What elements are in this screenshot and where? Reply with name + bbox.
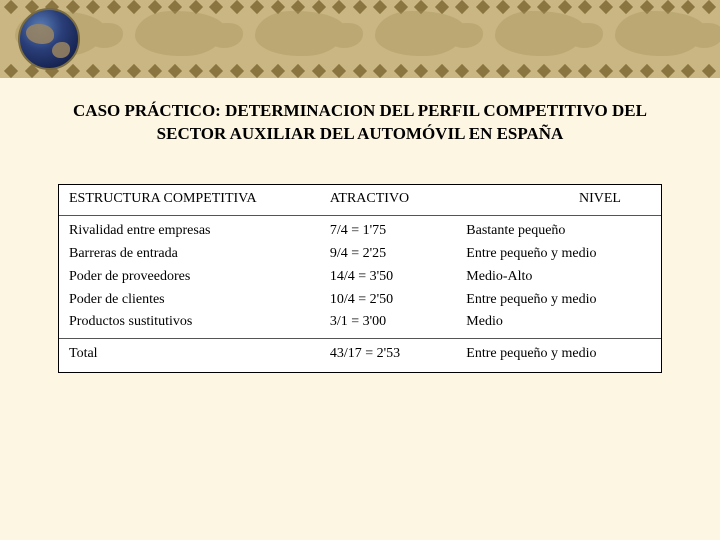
cell-attract: 3/1 = 3'00 xyxy=(312,311,456,338)
cell-attract: 10/4 = 2'50 xyxy=(312,289,456,312)
cell-attract: 14/4 = 3'50 xyxy=(312,266,456,289)
competitive-table: ESTRUCTURA COMPETITIVA ATRACTIVO NIVEL R… xyxy=(58,184,662,373)
cell-level: Medio xyxy=(456,311,661,338)
col-header-level: NIVEL xyxy=(456,185,661,216)
world-map-bg xyxy=(0,6,720,60)
cell-level: Medio-Alto xyxy=(456,266,661,289)
cell-total-label: Total xyxy=(59,339,312,372)
slide-title: CASO PRÁCTICO: DETERMINACION DEL PERFIL … xyxy=(20,100,700,146)
diamond-border-bottom xyxy=(0,64,720,78)
cell-level: Bastante pequeño xyxy=(456,215,661,242)
cell-attract: 9/4 = 2'25 xyxy=(312,243,456,266)
cell-total-attract: 43/17 = 2'53 xyxy=(312,339,456,372)
cell-level: Entre pequeño y medio xyxy=(456,289,661,312)
col-header-attract: ATRACTIVO xyxy=(312,185,456,216)
table-footer-row: Total 43/17 = 2'53 Entre pequeño y medio xyxy=(59,339,661,372)
cell-structure: Poder de clientes xyxy=(59,289,312,312)
cell-attract: 7/4 = 1'75 xyxy=(312,215,456,242)
cell-structure: Rivalidad entre empresas xyxy=(59,215,312,242)
cell-structure: Barreras de entrada xyxy=(59,243,312,266)
table-header-row: ESTRUCTURA COMPETITIVA ATRACTIVO NIVEL xyxy=(59,185,661,216)
title-line-2: SECTOR AUXILIAR DEL AUTOMÓVIL EN ESPAÑA xyxy=(20,123,700,146)
table-row: Poder de proveedores 14/4 = 3'50 Medio-A… xyxy=(59,266,661,289)
globe-icon xyxy=(18,8,80,70)
table-row: Barreras de entrada 9/4 = 2'25 Entre peq… xyxy=(59,243,661,266)
cell-structure: Poder de proveedores xyxy=(59,266,312,289)
table-row: Rivalidad entre empresas 7/4 = 1'75 Bast… xyxy=(59,215,661,242)
cell-total-level: Entre pequeño y medio xyxy=(456,339,661,372)
cell-structure: Productos sustitutivos xyxy=(59,311,312,338)
table-row: Poder de clientes 10/4 = 2'50 Entre pequ… xyxy=(59,289,661,312)
banner-header xyxy=(0,0,720,78)
col-header-structure: ESTRUCTURA COMPETITIVA xyxy=(59,185,312,216)
title-line-1: CASO PRÁCTICO: DETERMINACION DEL PERFIL … xyxy=(20,100,700,123)
table-row: Productos sustitutivos 3/1 = 3'00 Medio xyxy=(59,311,661,338)
cell-level: Entre pequeño y medio xyxy=(456,243,661,266)
